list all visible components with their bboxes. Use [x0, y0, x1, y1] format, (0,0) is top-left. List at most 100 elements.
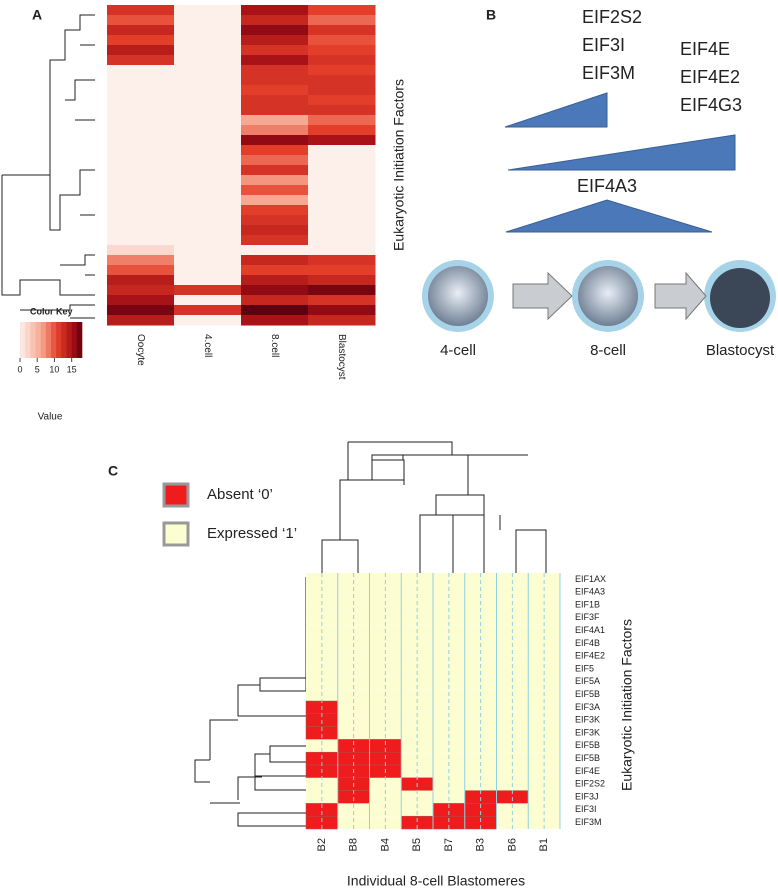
heat-cell: [308, 35, 376, 46]
heat-cell: [241, 115, 309, 126]
heat-cell: [174, 115, 242, 126]
heat-cell: [107, 115, 175, 126]
heat-cell: [107, 275, 175, 286]
heat-cell: [241, 315, 309, 326]
key-swatch: [40, 322, 47, 358]
heat-cell: [433, 662, 465, 676]
heat-cell: [308, 145, 376, 156]
heat-cell: [107, 155, 175, 166]
heat-cell: [241, 295, 309, 306]
key-tick-label: 5: [35, 364, 40, 374]
heat-cell: [241, 305, 309, 316]
heat-cell: [241, 85, 309, 96]
heat-cell: [107, 265, 175, 276]
heat-cell: [241, 15, 309, 26]
row-label: EIF5B: [575, 753, 600, 763]
heat-cell: [464, 573, 497, 586]
heat-cell: [308, 235, 376, 246]
heat-cell: [337, 573, 370, 586]
column-label: Oocyte: [135, 334, 146, 366]
y-axis-label: Eukaryotic Initiation Factors: [391, 79, 407, 251]
heat-cell: [308, 175, 376, 186]
row-label: EIF4A1: [575, 625, 605, 635]
heat-cell: [369, 585, 402, 599]
heat-cell: [369, 726, 402, 740]
heat-cell: [308, 295, 376, 306]
heat-cell: [433, 726, 465, 740]
row-label: EIF3F: [575, 612, 600, 622]
factor-labels: EIF2S2 EIF3I EIF3M EIF4E EIF4E2 EIF4G3 EIF4A3 4…: [440, 7, 775, 359]
heat-cell: [308, 165, 376, 176]
heat-cell: [174, 145, 242, 156]
heat-cell: [241, 65, 309, 76]
heat-cell: [174, 185, 242, 196]
heat-cell: [174, 285, 242, 296]
heat-cell: [369, 649, 402, 663]
heat-cell: [174, 105, 242, 116]
heat-cell: [496, 726, 529, 740]
factor-label: EIF2S2: [582, 7, 642, 27]
heat-cell: [369, 573, 402, 586]
heat-cell: [496, 739, 529, 753]
heat-cell: [107, 295, 175, 306]
heat-cell: [337, 726, 370, 740]
heat-cell: [241, 195, 309, 206]
heat-cell: [241, 155, 309, 166]
dendrogram-a: [1, 14, 95, 319]
heat-cell: [174, 65, 242, 76]
heat-cell: [174, 75, 242, 86]
color-key-title: Color Key: [30, 306, 73, 316]
heat-cell: [496, 816, 529, 829]
heat-cell: [107, 305, 175, 316]
column-label: B5: [411, 838, 423, 851]
heat-cell: [241, 35, 309, 46]
key-swatch: [51, 322, 57, 358]
heat-cell: [308, 135, 376, 146]
heat-cell: [401, 649, 433, 663]
heat-cell: [107, 245, 175, 256]
heat-cell: [401, 573, 433, 586]
heat-cell: [433, 585, 465, 599]
heat-cell: [308, 115, 376, 126]
heat-cell: [401, 662, 433, 676]
column-label: Blastocyst: [336, 334, 347, 380]
key-swatch: [76, 322, 83, 358]
heat-cell: [107, 185, 175, 196]
arrow: [512, 271, 573, 321]
heat-cell: [107, 125, 175, 136]
heat-cell: [107, 55, 175, 66]
heat-cell: [241, 245, 309, 256]
heat-cell: [174, 85, 242, 96]
heat-cell: [107, 105, 175, 116]
heat-cell: [308, 105, 376, 116]
row-label: EIF4E: [575, 766, 600, 776]
column-label: B3: [475, 838, 487, 851]
key-tick-label: 0: [17, 364, 22, 374]
heat-cell: [107, 85, 175, 96]
heat-cell: [174, 295, 242, 306]
heat-cell: [174, 135, 242, 146]
heat-cell: [174, 275, 242, 286]
heat-cell: [306, 662, 338, 676]
heat-cell: [464, 739, 497, 753]
heat-cell: [496, 573, 529, 586]
heat-cell: [496, 803, 529, 817]
heat-cell: [241, 205, 309, 216]
panel-label: A: [32, 7, 42, 23]
factor-label: EIF3M: [582, 63, 635, 83]
row-label: EIF1B: [575, 599, 600, 609]
heat-cell: [401, 739, 433, 753]
color-key-label: Value: [38, 412, 63, 423]
factor-label: EIF4E2: [680, 67, 740, 87]
heat-cell: [107, 285, 175, 296]
heat-cell: [241, 255, 309, 266]
panel-label: C: [108, 463, 118, 479]
heat-cell: [464, 662, 497, 676]
heat-cell: [306, 649, 338, 663]
legend-label: Expressed ‘1’: [207, 525, 297, 542]
heat-cell: [241, 5, 309, 16]
heat-cell: [174, 15, 242, 26]
color-key: 0 5 10 15: [17, 322, 83, 374]
heat-cell: [308, 315, 376, 326]
heat-cell: [308, 25, 376, 36]
